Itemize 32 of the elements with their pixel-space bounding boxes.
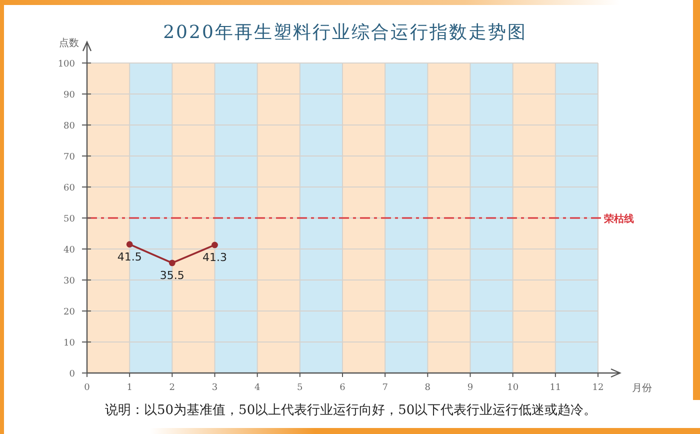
x-tick-label: 1 <box>126 383 132 393</box>
x-tick-label: 10 <box>507 383 519 393</box>
ref-line-label: 荣枯线 <box>604 214 634 225</box>
y-tick-label: 90 <box>64 90 75 100</box>
x-tick-label: 12 <box>592 383 604 393</box>
y-tick-label: 50 <box>64 214 75 224</box>
y-tick-label: 80 <box>64 122 75 132</box>
y-tick-label: 60 <box>64 184 75 194</box>
data-label: 41.3 <box>202 250 227 264</box>
annotation: 说明：以50为基准值，50以上代表行业运行向好，50以下代表行业运行低迷或趋冷。 <box>105 403 597 418</box>
x-tick-label: 11 <box>550 383 562 393</box>
x-tick-label: 6 <box>340 383 346 393</box>
data-label: 35.5 <box>160 268 184 282</box>
y-tick-label: 40 <box>64 246 75 256</box>
x-tick-label: 2 <box>169 383 176 393</box>
title: 2020年再生塑料行业综合运行指数走势图 <box>163 22 527 43</box>
x-tick-label: 9 <box>467 383 474 393</box>
y-tick-label: 100 <box>58 60 75 70</box>
y-label: 点数 <box>59 38 79 49</box>
x-tick-label: 0 <box>84 383 90 393</box>
x-tick-label: 3 <box>212 383 218 393</box>
y-tick-label: 0 <box>69 370 75 380</box>
y-tick-label: 20 <box>64 308 75 318</box>
x-tick-label: 8 <box>424 383 431 393</box>
data-label: 41.5 <box>117 250 142 264</box>
x-tick-label: 4 <box>254 383 260 393</box>
y-tick-label: 70 <box>64 152 75 162</box>
x-tick-label: 5 <box>297 383 303 393</box>
x-tick-label: 7 <box>382 383 388 393</box>
y-tick-label: 10 <box>64 338 75 348</box>
x-label: 月份 <box>632 383 652 394</box>
y-tick-label: 30 <box>64 276 75 286</box>
